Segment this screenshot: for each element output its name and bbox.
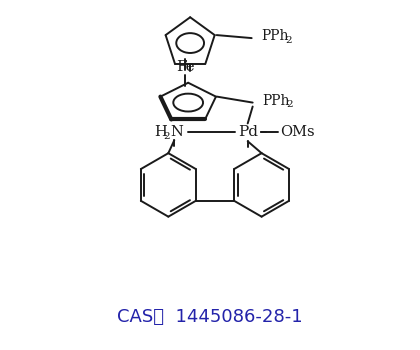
Text: PPh: PPh [262, 93, 290, 107]
Text: Pd: Pd [238, 125, 258, 139]
Text: 2: 2 [286, 36, 292, 44]
Text: 2: 2 [286, 100, 293, 109]
Text: 2: 2 [163, 132, 170, 141]
Text: PPh: PPh [262, 29, 289, 43]
Text: Fe: Fe [176, 60, 194, 74]
Text: H: H [155, 125, 167, 139]
Text: CAS：  1445086-28-1: CAS： 1445086-28-1 [117, 308, 303, 326]
Text: N: N [171, 125, 183, 139]
Text: OMs: OMs [281, 125, 315, 139]
